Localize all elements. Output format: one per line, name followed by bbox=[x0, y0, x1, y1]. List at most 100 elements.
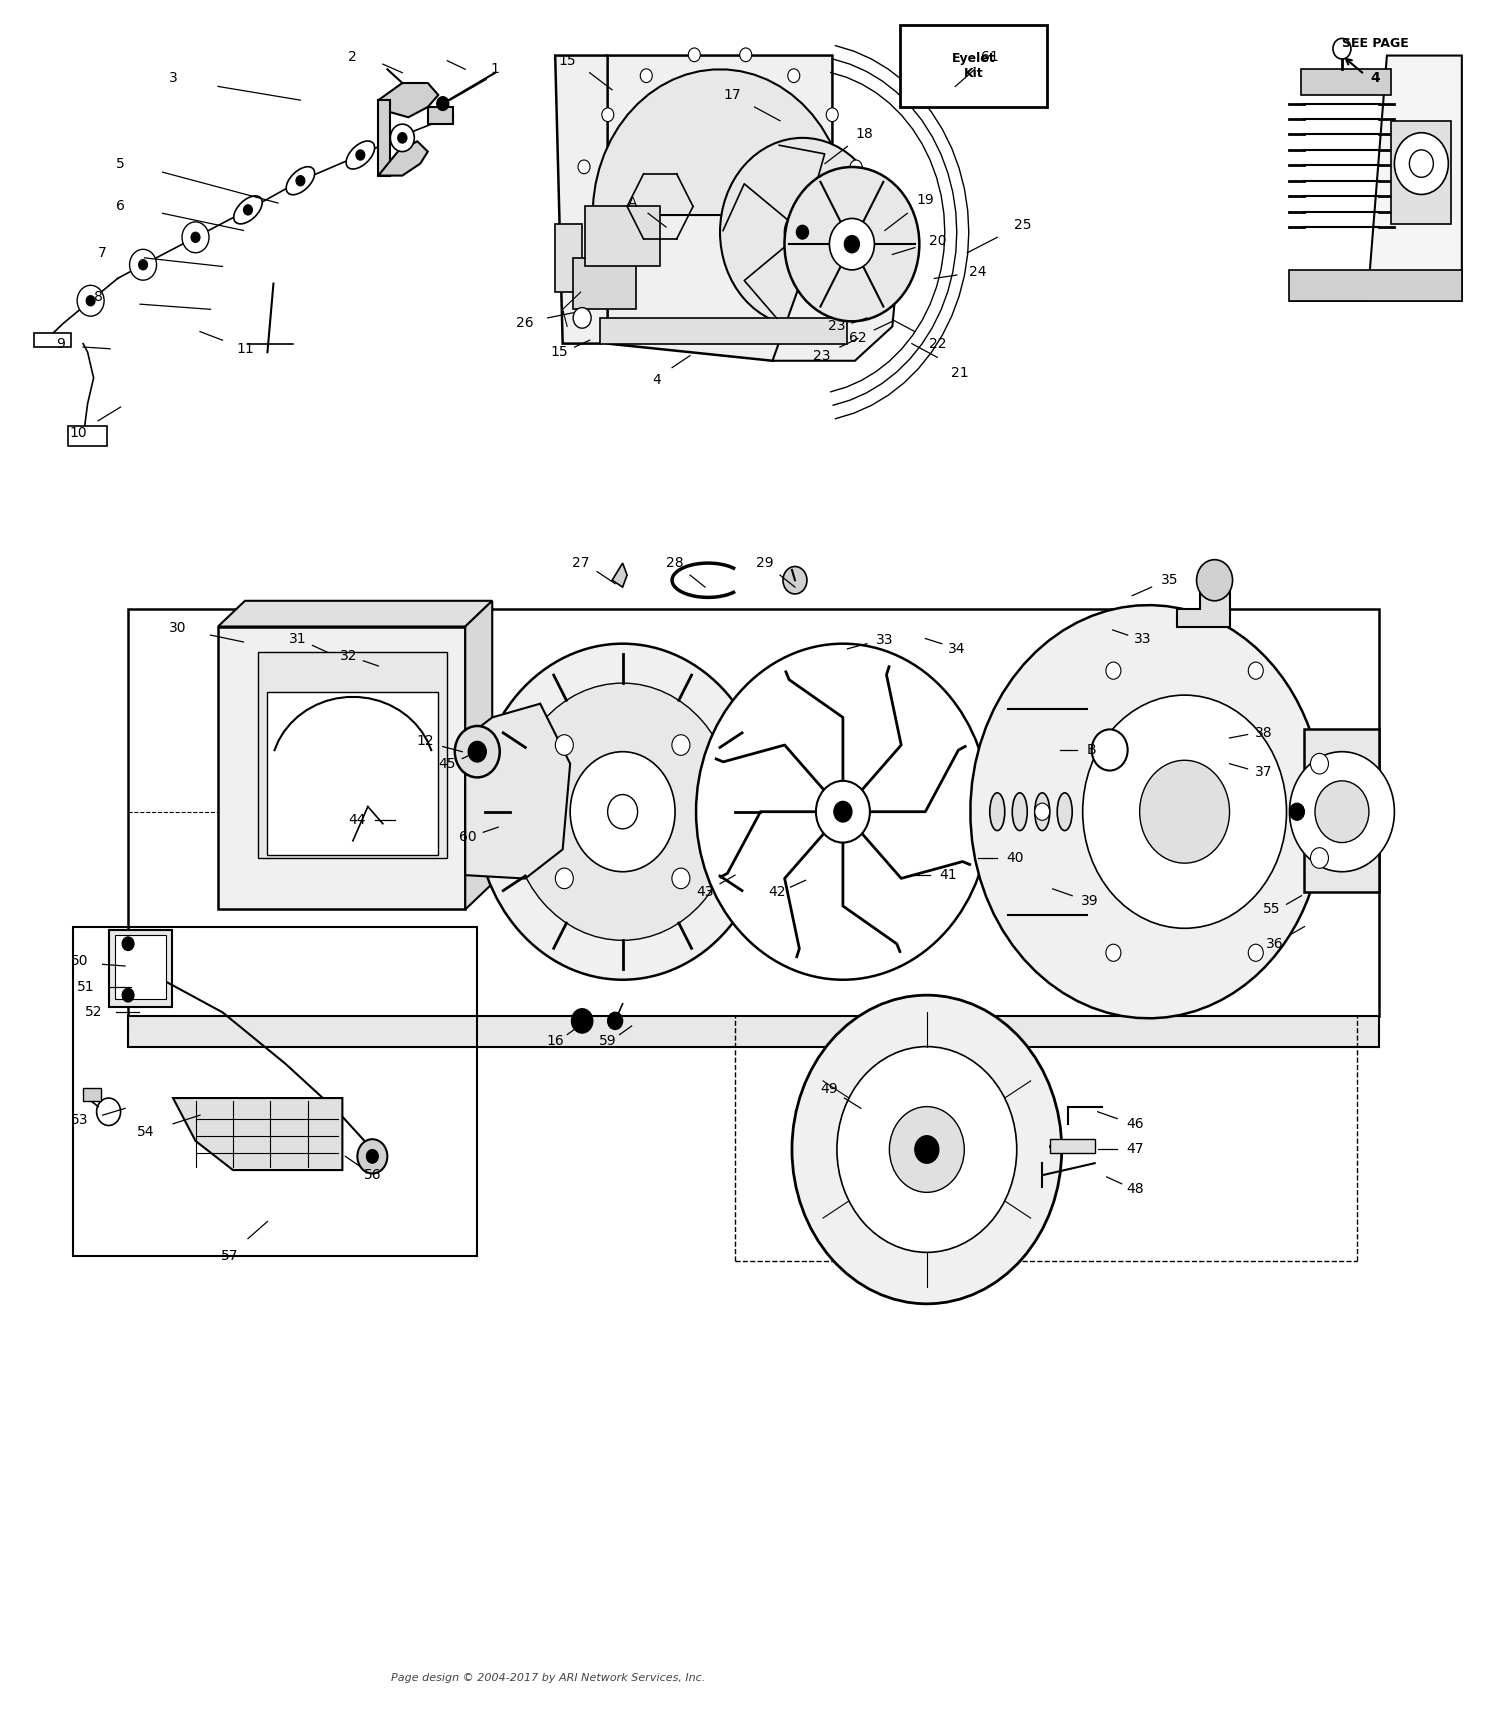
Polygon shape bbox=[378, 100, 390, 175]
Circle shape bbox=[844, 235, 859, 252]
Text: 30: 30 bbox=[170, 621, 186, 635]
Polygon shape bbox=[772, 172, 900, 360]
Text: 29: 29 bbox=[756, 556, 774, 570]
Bar bbox=[900, 24, 1047, 106]
Circle shape bbox=[1316, 781, 1370, 843]
Circle shape bbox=[357, 1139, 387, 1174]
Text: 54: 54 bbox=[138, 1126, 154, 1139]
Bar bbox=[33, 333, 70, 347]
Text: 59: 59 bbox=[598, 1035, 616, 1048]
Circle shape bbox=[792, 995, 1062, 1304]
Circle shape bbox=[640, 69, 652, 82]
Circle shape bbox=[1410, 149, 1434, 177]
Circle shape bbox=[784, 166, 920, 321]
Circle shape bbox=[555, 868, 573, 889]
Circle shape bbox=[672, 868, 690, 889]
Circle shape bbox=[356, 149, 364, 160]
Polygon shape bbox=[1290, 55, 1462, 300]
Text: 49: 49 bbox=[821, 1083, 839, 1097]
Bar bbox=[82, 1088, 100, 1102]
Text: B: B bbox=[1088, 743, 1096, 757]
Circle shape bbox=[436, 96, 448, 110]
Text: 51: 51 bbox=[78, 980, 94, 994]
Polygon shape bbox=[217, 626, 465, 909]
Text: 25: 25 bbox=[1014, 218, 1032, 232]
Text: 57: 57 bbox=[220, 1249, 238, 1263]
Text: 16: 16 bbox=[546, 1035, 564, 1048]
Circle shape bbox=[915, 1136, 939, 1163]
Text: 31: 31 bbox=[288, 631, 306, 645]
Bar bbox=[1392, 120, 1452, 223]
Circle shape bbox=[296, 175, 304, 185]
Circle shape bbox=[816, 781, 870, 843]
Circle shape bbox=[476, 644, 770, 980]
Text: 34: 34 bbox=[948, 642, 966, 656]
Text: 22: 22 bbox=[928, 336, 946, 350]
Text: 4: 4 bbox=[652, 372, 662, 386]
Circle shape bbox=[1140, 760, 1230, 863]
Bar bbox=[585, 206, 660, 266]
Circle shape bbox=[608, 1012, 622, 1030]
Circle shape bbox=[1290, 803, 1305, 820]
Circle shape bbox=[468, 741, 486, 762]
Bar bbox=[1290, 269, 1462, 300]
Text: 20: 20 bbox=[928, 233, 946, 247]
Bar bbox=[114, 935, 165, 999]
Circle shape bbox=[122, 937, 134, 951]
Text: 50: 50 bbox=[72, 954, 88, 968]
Circle shape bbox=[796, 225, 808, 239]
Circle shape bbox=[830, 218, 874, 269]
Circle shape bbox=[1311, 848, 1329, 868]
Circle shape bbox=[1035, 803, 1050, 820]
Text: 9: 9 bbox=[56, 336, 64, 350]
Text: SEE PAGE: SEE PAGE bbox=[1341, 38, 1408, 50]
Text: 33: 33 bbox=[1134, 631, 1152, 645]
Text: 2: 2 bbox=[348, 50, 357, 63]
Text: A: A bbox=[628, 196, 638, 209]
Circle shape bbox=[182, 221, 209, 252]
Polygon shape bbox=[465, 601, 492, 909]
Text: 44: 44 bbox=[348, 813, 366, 827]
Circle shape bbox=[834, 801, 852, 822]
Text: 46: 46 bbox=[1126, 1117, 1144, 1131]
Circle shape bbox=[1248, 662, 1263, 680]
Circle shape bbox=[1290, 752, 1395, 872]
Circle shape bbox=[1395, 132, 1449, 194]
Text: 19: 19 bbox=[916, 192, 934, 206]
Text: 17: 17 bbox=[723, 88, 741, 101]
Circle shape bbox=[510, 683, 735, 940]
Text: 56: 56 bbox=[363, 1169, 381, 1182]
Circle shape bbox=[837, 1047, 1017, 1253]
Polygon shape bbox=[378, 141, 427, 175]
Bar bbox=[72, 927, 477, 1256]
Circle shape bbox=[122, 988, 134, 1002]
Polygon shape bbox=[378, 82, 438, 117]
Text: 27: 27 bbox=[572, 556, 590, 570]
Text: 21: 21 bbox=[951, 366, 969, 379]
Text: 48: 48 bbox=[1126, 1182, 1144, 1196]
Ellipse shape bbox=[1058, 793, 1072, 831]
Text: 4: 4 bbox=[1370, 70, 1380, 84]
Circle shape bbox=[398, 132, 406, 142]
Circle shape bbox=[1106, 662, 1120, 680]
Ellipse shape bbox=[346, 141, 375, 168]
Circle shape bbox=[827, 108, 839, 122]
Circle shape bbox=[1106, 944, 1120, 961]
Text: 6: 6 bbox=[116, 199, 124, 213]
Circle shape bbox=[1248, 944, 1263, 961]
Text: 40: 40 bbox=[1007, 851, 1025, 865]
Text: 53: 53 bbox=[72, 1114, 88, 1127]
Polygon shape bbox=[258, 652, 447, 858]
Circle shape bbox=[720, 137, 885, 326]
Circle shape bbox=[573, 307, 591, 328]
Ellipse shape bbox=[990, 793, 1005, 831]
Text: 1: 1 bbox=[490, 62, 500, 76]
Circle shape bbox=[890, 1107, 965, 1193]
Circle shape bbox=[1083, 695, 1287, 928]
Text: Page design © 2004-2017 by ARI Network Services, Inc.: Page design © 2004-2017 by ARI Network S… bbox=[390, 1673, 705, 1683]
Ellipse shape bbox=[1013, 793, 1028, 831]
Text: 7: 7 bbox=[98, 245, 106, 259]
Bar bbox=[555, 223, 582, 292]
Circle shape bbox=[243, 204, 252, 214]
Polygon shape bbox=[128, 609, 1380, 1016]
